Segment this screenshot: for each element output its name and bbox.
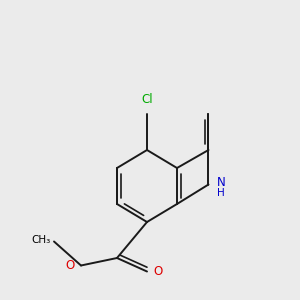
- Text: Cl: Cl: [141, 93, 153, 106]
- Text: O: O: [66, 259, 75, 272]
- Text: O: O: [153, 265, 162, 278]
- Text: H: H: [217, 188, 225, 199]
- Text: CH₃: CH₃: [32, 235, 51, 245]
- Text: N: N: [217, 176, 226, 190]
